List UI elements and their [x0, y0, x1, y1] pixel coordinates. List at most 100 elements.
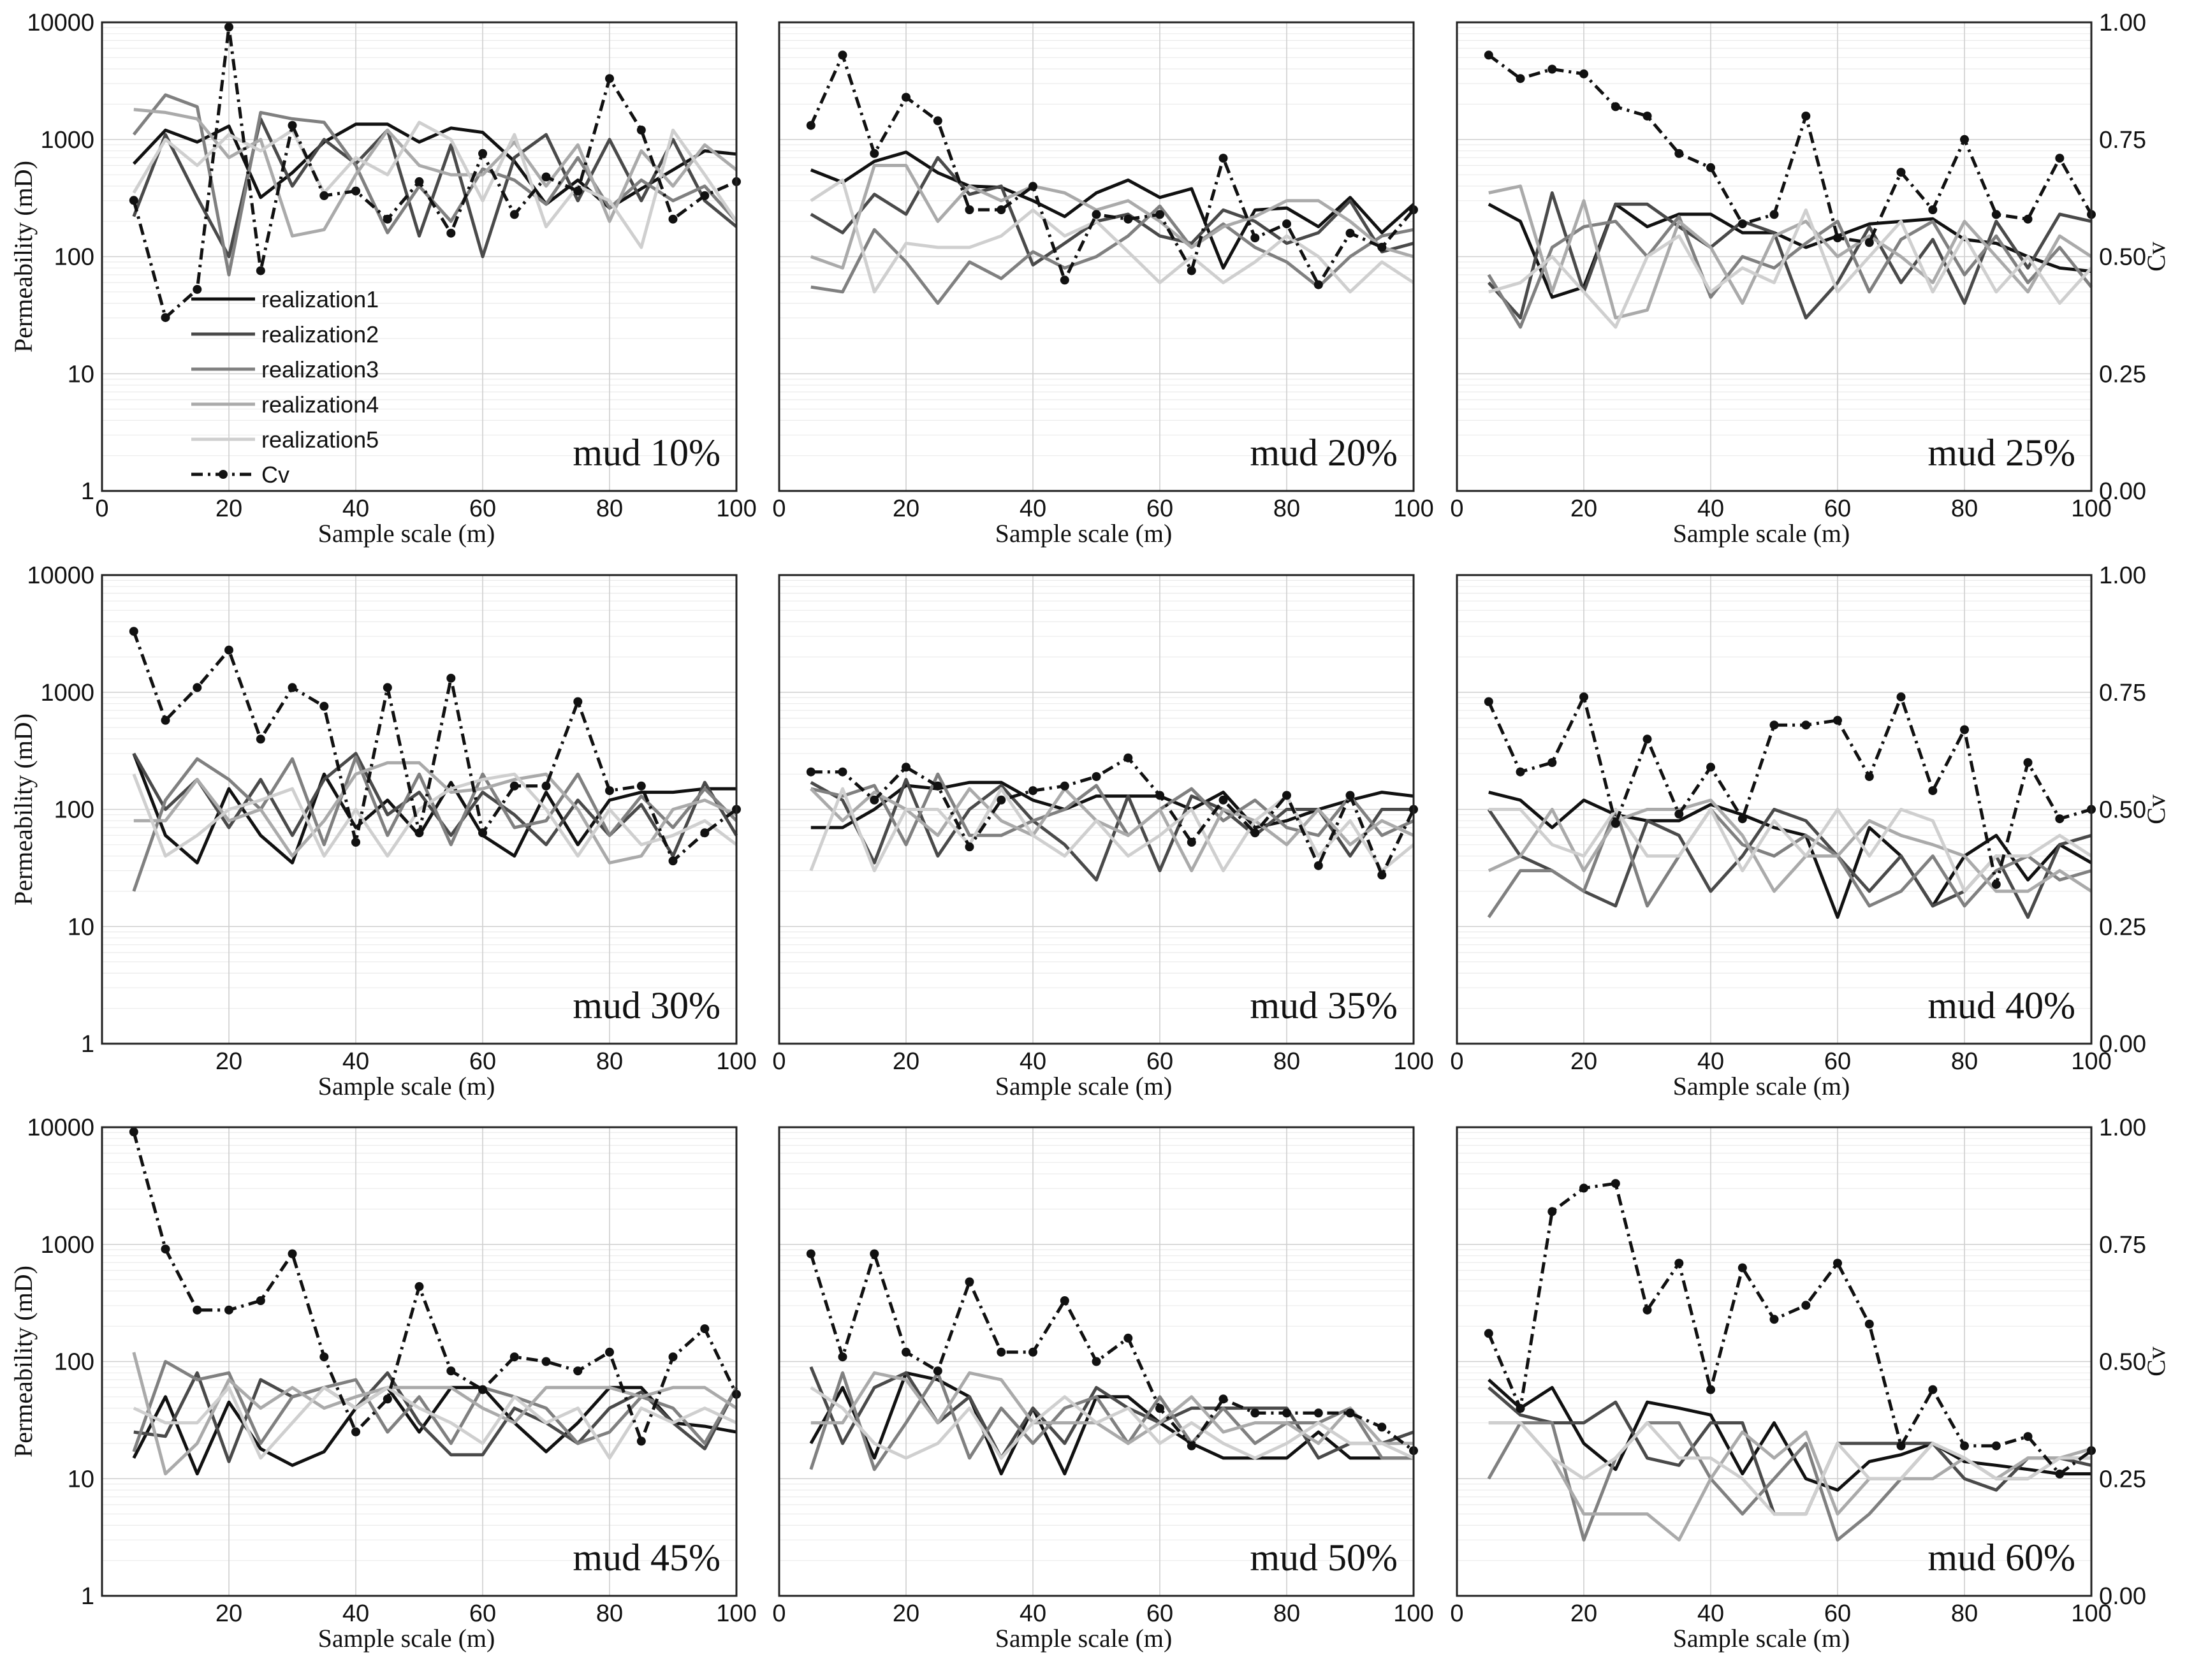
- series-line-realization5: [809, 787, 1415, 873]
- x-tick-label: 60: [469, 1600, 496, 1627]
- x-tick-label: 40: [1697, 495, 1724, 522]
- x-tick-label: 100: [716, 1048, 756, 1075]
- panel-mud-20: 0 20 40 60 80 100 Sample scale (m) mud 20%: [772, 21, 1434, 548]
- y2-tick-label: 0.50: [2099, 244, 2146, 271]
- cv-point: [965, 1277, 974, 1287]
- x-tick-label: 40: [342, 495, 369, 522]
- cv-point: [806, 121, 816, 130]
- legend: realization1 realization2 realization3 r…: [191, 286, 379, 488]
- cv-point: [965, 842, 974, 852]
- cv-point: [1642, 1305, 1652, 1315]
- x-tick-label: 80: [1273, 1048, 1300, 1075]
- cv-point: [383, 1394, 392, 1404]
- series-line-realization4: [810, 164, 1414, 270]
- x-tick-label: 80: [1273, 495, 1300, 522]
- cv-point: [1313, 861, 1323, 870]
- x-axis-title: Sample scale (m): [1673, 1624, 1850, 1653]
- cv-point: [1123, 753, 1133, 763]
- cv-point: [256, 734, 265, 744]
- cv-point: [1282, 1408, 1291, 1418]
- series-line-realization4: [133, 761, 738, 865]
- series-line-realization4: [810, 1371, 1414, 1445]
- x-tick-label: 40: [342, 1600, 369, 1627]
- y2-tick-label: 0.50: [2099, 797, 2146, 824]
- cv-point: [1282, 219, 1291, 229]
- x-tick-label: 80: [596, 1048, 623, 1075]
- x-tick-label: 60: [1824, 1048, 1851, 1075]
- cv-point: [1769, 1315, 1779, 1324]
- series-line-cv: [810, 756, 1415, 877]
- series-line-realization1: [132, 1385, 737, 1476]
- x-tick-label: 0: [772, 495, 786, 522]
- y-axis-title: Permeability (mD): [9, 161, 38, 353]
- plot-frame: [1456, 21, 2093, 492]
- cv-point: [870, 795, 879, 805]
- cv-point: [1864, 1319, 1874, 1329]
- x-tick-label: 20: [893, 1600, 919, 1627]
- cv-point: [1928, 1385, 1938, 1394]
- cv-point: [870, 149, 879, 158]
- x-tick-label: 20: [216, 1048, 242, 1075]
- cv-point: [1123, 214, 1133, 224]
- cv-point: [1642, 734, 1652, 744]
- cv-point: [1801, 112, 1811, 121]
- y-tick-label: 1000: [40, 127, 94, 154]
- cv-point: [224, 22, 233, 32]
- cv-point: [933, 1366, 942, 1376]
- series-line-realization4: [132, 1352, 738, 1476]
- cv-point: [161, 313, 170, 323]
- x-tick-label: 20: [1570, 495, 1597, 522]
- cv-point: [1896, 168, 1906, 177]
- cv-point: [1737, 219, 1747, 229]
- series-line-cv: [809, 53, 1415, 287]
- panel-mud-30: 20 40 60 80 100 Sample scale (m) 1 10 100 1000 100…: [9, 562, 757, 1100]
- cv-point: [1187, 266, 1196, 275]
- cv-point: [161, 715, 170, 725]
- cv-point: [573, 697, 583, 706]
- series-line-realization1: [1488, 1378, 2091, 1492]
- series-line-realization2: [132, 752, 738, 858]
- y2-tick-label: 0.75: [2099, 1232, 2146, 1259]
- x-tick-label: 100: [1393, 495, 1433, 522]
- x-tick-label: 40: [1020, 1600, 1046, 1627]
- plot-frame: [101, 574, 738, 1045]
- x-tick-label: 80: [596, 495, 623, 522]
- panel-title: mud 25%: [1927, 432, 2075, 474]
- x-axis-title: Sample scale (m): [995, 519, 1173, 548]
- cv-point: [1706, 763, 1715, 772]
- panel-mud-45: 20 40 60 80 100 Sample scale (m) 1 10 100 1000 100…: [9, 1114, 757, 1653]
- cv-point: [573, 186, 583, 196]
- cv-point: [1960, 1441, 1969, 1450]
- cv-point: [1484, 697, 1493, 706]
- x-tick-label: 0: [1450, 1048, 1463, 1075]
- x-axis-title: Sample scale (m): [318, 1624, 495, 1653]
- cv-point: [1060, 781, 1069, 791]
- y-tick-label: 100: [54, 244, 94, 271]
- legend-label-realization5: realization5: [261, 427, 379, 453]
- series-line-realization3: [132, 93, 738, 277]
- cv-point: [478, 828, 487, 838]
- y-tick-label: 10: [68, 361, 94, 388]
- cv-point: [838, 767, 847, 777]
- cv-point: [1706, 163, 1715, 172]
- x-tick-label: 80: [1273, 1600, 1300, 1627]
- cv-point: [1737, 1263, 1747, 1273]
- cv-point: [997, 1347, 1006, 1357]
- cv-point: [509, 210, 519, 219]
- cv-point: [965, 205, 974, 214]
- cv-point: [1377, 242, 1387, 252]
- series-line-cv: [132, 1131, 738, 1443]
- cv-point: [288, 683, 297, 692]
- cv-point: [902, 1347, 911, 1357]
- cv-point: [509, 1352, 519, 1362]
- cv-point: [1864, 238, 1874, 247]
- cv-point: [1611, 819, 1620, 828]
- x-axis-title: Sample scale (m): [318, 519, 495, 548]
- cv-point: [636, 781, 646, 791]
- y-tick-label: 10: [68, 1466, 94, 1493]
- plot-frame: [778, 1126, 1415, 1597]
- x-tick-label: 100: [2071, 1600, 2111, 1627]
- y2-tick-label: 1.00: [2099, 562, 2146, 589]
- cv-point: [838, 50, 847, 60]
- y-axis-title: Permeability (mD): [9, 1266, 38, 1457]
